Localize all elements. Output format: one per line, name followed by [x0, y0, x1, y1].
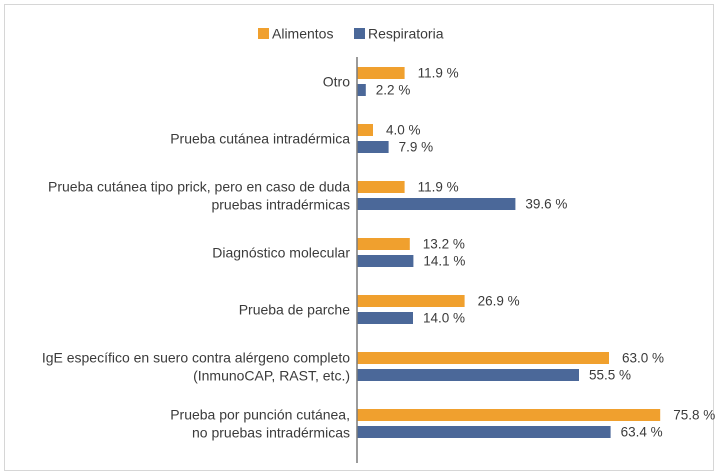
value-label-alimentos-5: 63.0 %	[622, 351, 664, 366]
bar-respiratoria-0	[357, 84, 366, 96]
value-label-alimentos-4: 26.9 %	[478, 294, 520, 309]
value-label-respiratoria-6: 63.4 %	[621, 425, 663, 440]
value-label-alimentos-2: 11.9 %	[418, 180, 459, 195]
bar-alimentos-3	[357, 238, 410, 250]
category-label-5-line-0: IgE específico en suero contra alérgeno …	[42, 350, 350, 366]
value-label-alimentos-3: 13.2 %	[423, 237, 465, 252]
value-label-respiratoria-2: 39.6 %	[525, 197, 567, 212]
legend-swatch-alimentos	[258, 28, 269, 39]
value-label-alimentos-1: 4.0 %	[386, 123, 421, 138]
bar-alimentos-5	[357, 352, 609, 364]
bar-alimentos-4	[357, 295, 465, 307]
bar-respiratoria-1	[357, 141, 389, 153]
category-label-5-line-1: (InmunoCAP, RAST, etc.)	[193, 368, 350, 384]
legend-label-alimentos: Alimentos	[272, 26, 333, 42]
category-label-6-line-0: Prueba por punción cutánea,	[170, 407, 350, 423]
bar-alimentos-0	[357, 67, 405, 79]
category-label-0-line-0: Otro	[323, 74, 350, 90]
category-label-6-line-1: no pruebas intradérmicas	[192, 425, 350, 441]
value-label-respiratoria-0: 2.2 %	[376, 83, 411, 98]
value-label-respiratoria-3: 14.1 %	[423, 254, 465, 269]
category-label-2-line-0: Prueba cutánea tipo prick, pero en caso …	[48, 179, 350, 195]
category-label-2-line-1: pruebas intradérmicas	[211, 197, 350, 213]
bar-respiratoria-5	[357, 369, 579, 381]
bar-respiratoria-6	[357, 426, 611, 438]
category-label-3-line-0: Diagnóstico molecular	[212, 245, 350, 261]
category-label-1-line-0: Prueba cutánea intradérmica	[170, 131, 350, 147]
value-label-respiratoria-5: 55.5 %	[589, 368, 631, 383]
bar-respiratoria-3	[357, 255, 414, 267]
bar-alimentos-2	[357, 181, 405, 193]
value-label-respiratoria-1: 7.9 %	[399, 140, 434, 155]
category-label-4-line-0: Prueba de parche	[239, 302, 351, 318]
bar-alimentos-1	[357, 124, 373, 136]
bar-respiratoria-4	[357, 312, 413, 324]
bar-alimentos-6	[357, 409, 661, 421]
chart-frame	[4, 4, 714, 471]
legend-swatch-respiratoria	[354, 28, 365, 39]
value-label-alimentos-6: 75.8 %	[673, 408, 715, 423]
value-label-alimentos-0: 11.9 %	[418, 66, 459, 81]
value-label-respiratoria-4: 14.0 %	[423, 311, 465, 326]
legend-label-respiratoria: Respiratoria	[368, 26, 444, 42]
bar-respiratoria-2	[357, 198, 516, 210]
